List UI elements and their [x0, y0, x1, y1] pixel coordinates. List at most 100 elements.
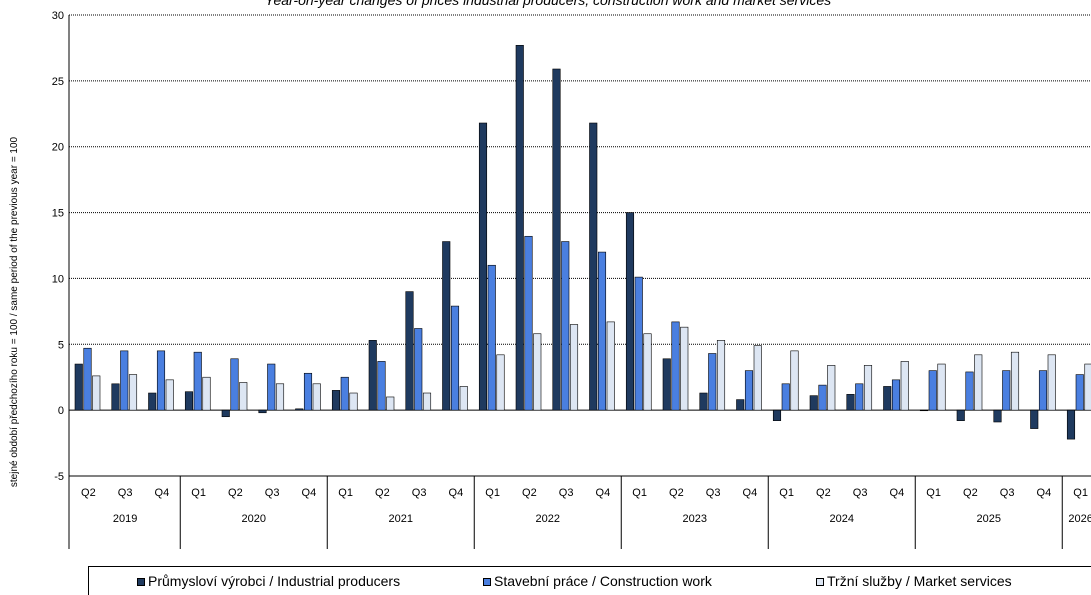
- y-tick-label: 5: [58, 339, 64, 351]
- x-tick-label: Q4: [155, 487, 170, 499]
- x-tick-label: Q1: [779, 487, 794, 499]
- bar-series-2: [708, 353, 717, 411]
- bar-series-1: [625, 212, 635, 411]
- bar-series-2: [965, 371, 974, 411]
- bar-series-2: [818, 384, 827, 411]
- bar-series-1: [1066, 409, 1076, 440]
- y-tick-label: 0: [58, 405, 64, 417]
- bar-series-1: [148, 392, 157, 411]
- x-tick-label: Q1: [191, 487, 206, 499]
- bar-series-2: [671, 321, 680, 411]
- x-tick-label: Q4: [1037, 487, 1052, 499]
- y-tick-label: 10: [52, 273, 64, 285]
- legend-label-construction: Stavební práce / Construction work: [494, 573, 712, 589]
- bar-series-2: [744, 370, 754, 411]
- bar-series-3: [1084, 363, 1091, 411]
- bar-series-1: [331, 390, 341, 411]
- year-label: 2025: [977, 513, 1001, 525]
- bar-series-2: [120, 350, 129, 411]
- bar-series-3: [459, 386, 468, 411]
- bar-series-1: [919, 409, 929, 412]
- bar-series-2: [340, 376, 349, 411]
- bar-series-2: [891, 379, 901, 411]
- bar-series-3: [974, 354, 983, 411]
- y-tick-label: 20: [52, 142, 64, 154]
- bar-series-1: [736, 399, 745, 411]
- bar-series-3: [753, 345, 762, 411]
- x-tick-label: Q3: [118, 487, 133, 499]
- bar-series-3: [239, 382, 248, 411]
- x-tick-label: Q1: [632, 487, 647, 499]
- bar-series-2: [781, 383, 790, 411]
- x-tick-label: Q3: [412, 487, 427, 499]
- bar-series-1: [552, 68, 561, 411]
- x-tick-label: Q1: [485, 487, 500, 499]
- year-label: 2021: [389, 513, 413, 525]
- bar-series-3: [716, 340, 726, 411]
- bar-series-3: [1047, 354, 1056, 411]
- bar-series-3: [790, 350, 799, 411]
- bar-series-2: [597, 251, 607, 411]
- bar-series-1: [295, 408, 304, 411]
- x-tick-label: Q3: [265, 487, 280, 499]
- legend-item-industrial: Průmysloví výrobci / Industrial producer…: [137, 573, 400, 589]
- x-tick-label: Q3: [706, 487, 721, 499]
- bar-series-3: [496, 354, 505, 411]
- bar-series-1: [699, 392, 708, 411]
- bar-series-1: [368, 340, 377, 411]
- bar-series-2: [230, 358, 239, 411]
- bar-series-1: [883, 386, 892, 411]
- bar-series-3: [202, 376, 211, 411]
- x-tick-label: Q2: [816, 487, 831, 499]
- year-label: 2024: [830, 513, 854, 525]
- bar-series-3: [422, 392, 432, 411]
- bar-series-2: [524, 235, 533, 411]
- x-tick-label: Q4: [890, 487, 905, 499]
- bar-series-2: [928, 370, 937, 411]
- bar-series-2: [267, 363, 276, 411]
- year-label: 2022: [536, 513, 560, 525]
- x-tick-label: Q2: [375, 487, 390, 499]
- x-tick-label: Q2: [228, 487, 243, 499]
- chart-title: Year-on-year changes of prices industria…: [265, 0, 831, 8]
- bar-series-2: [193, 351, 202, 411]
- bar-series-1: [258, 409, 267, 414]
- bar-series-3: [1010, 351, 1020, 411]
- bar-series-2: [561, 241, 570, 411]
- bar-series-2: [1075, 374, 1084, 411]
- bar-series-3: [937, 363, 946, 411]
- bar-series-3: [827, 365, 836, 411]
- bar-series-2: [156, 350, 166, 411]
- bar-series-1: [772, 409, 782, 421]
- x-tick-label: Q4: [302, 487, 317, 499]
- bar-series-1: [74, 363, 83, 411]
- bar-series-2: [377, 361, 386, 411]
- bar-series-1: [956, 409, 965, 421]
- x-tick-label: Q3: [1000, 487, 1015, 499]
- bar-series-3: [863, 365, 873, 411]
- legend-item-construction: Stavební práce / Construction work: [483, 573, 712, 589]
- year-label: 2020: [242, 513, 266, 525]
- x-tick-label: Q1: [1073, 487, 1088, 499]
- x-tick-label: Q2: [669, 487, 684, 499]
- bar-series-1: [809, 395, 818, 411]
- x-tick-label: Q4: [743, 487, 758, 499]
- x-tick-label: Q3: [853, 487, 868, 499]
- bar-series-1: [221, 409, 230, 418]
- legend-label-market: Tržní služby / Market services: [827, 573, 1012, 589]
- year-label: 2019: [113, 513, 137, 525]
- grid-lines: [69, 14, 1091, 411]
- y-tick-label: 30: [52, 10, 64, 22]
- bar-series-1: [111, 383, 120, 411]
- bar-series-2: [855, 383, 864, 411]
- y-tick-label: 25: [52, 76, 64, 88]
- bar-series-2: [414, 328, 423, 411]
- bar-series-3: [680, 326, 689, 411]
- bar-series-1: [993, 409, 1002, 423]
- x-tick-label: Q1: [926, 487, 941, 499]
- bar-series-1: [405, 291, 414, 411]
- bar-series-2: [83, 347, 92, 411]
- bar-series-3: [606, 321, 615, 411]
- bar-series-2: [303, 372, 313, 411]
